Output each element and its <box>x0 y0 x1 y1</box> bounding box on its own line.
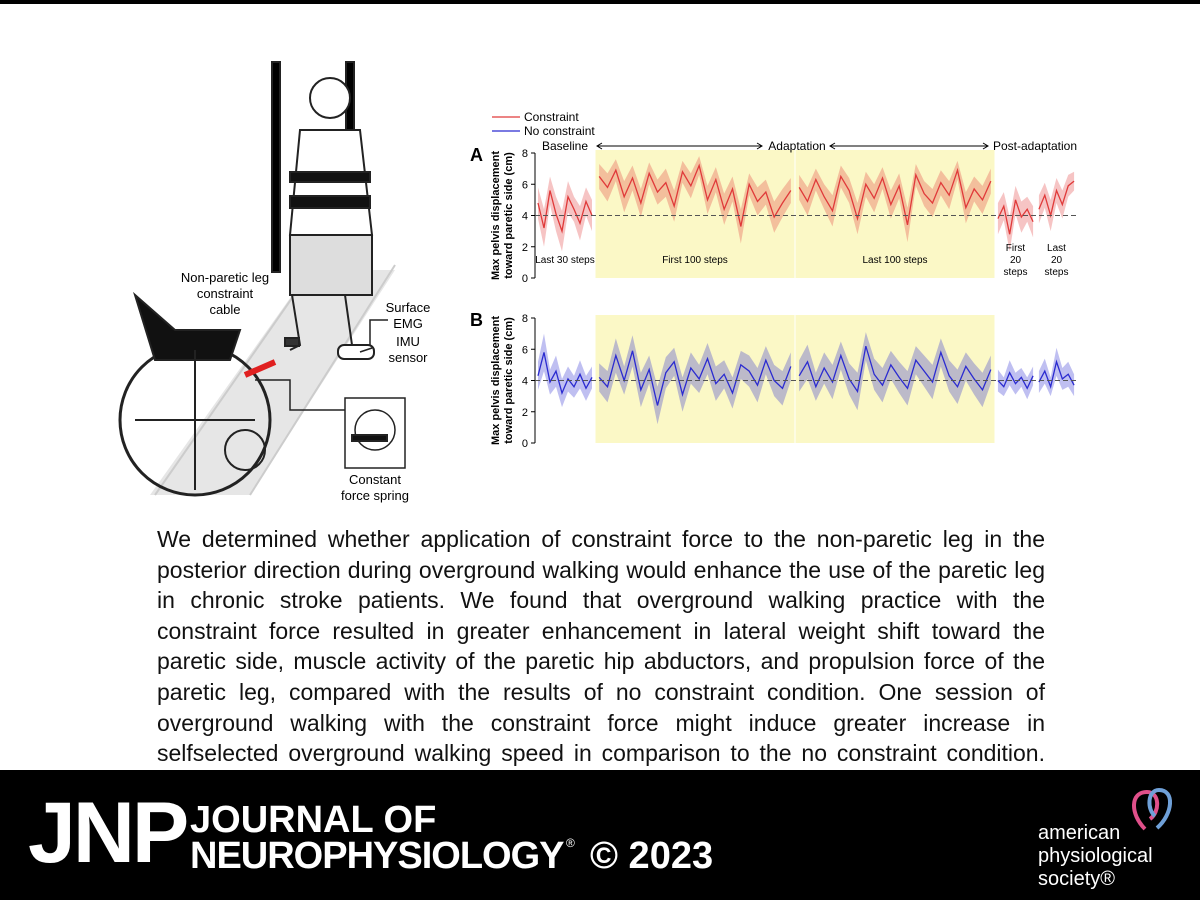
top-rule <box>0 0 1200 4</box>
series-line <box>997 199 1034 235</box>
annotation: Non-paretic leg <box>181 270 269 285</box>
error-band <box>799 160 991 243</box>
y-tick-label: 0 <box>522 273 528 285</box>
series-line <box>798 345 992 394</box>
error-band <box>538 333 592 408</box>
series-line <box>537 352 593 395</box>
series-line <box>598 350 792 406</box>
segment-label: 20 <box>1010 255 1022 266</box>
annotation: cable <box>209 302 240 317</box>
series-line <box>798 167 992 226</box>
panel-label: B <box>470 310 483 330</box>
error-band <box>1038 347 1075 397</box>
phase-label: Adaptation <box>768 139 825 153</box>
series-line <box>598 163 792 227</box>
segment-label: Last <box>1047 243 1066 254</box>
phase-label: Post-adaptation <box>993 139 1077 153</box>
y-axis-label: toward paretic side (cm) <box>503 317 515 444</box>
segment-label: First <box>1006 243 1026 254</box>
series-line <box>997 371 1034 390</box>
phase-label: Baseline <box>542 139 588 153</box>
panel-label: A <box>470 145 483 165</box>
series-line <box>1038 359 1075 389</box>
annotation: force spring <box>341 488 409 503</box>
publisher: american physiological society® <box>1038 822 1153 891</box>
publisher-line: society® <box>1038 868 1115 890</box>
annotation: Surface <box>386 300 431 315</box>
segment-label: 20 <box>1051 255 1063 266</box>
error-band <box>1038 171 1075 232</box>
illustration <box>118 61 406 497</box>
annotation: Constant <box>349 472 401 487</box>
legend-label: No constraint <box>524 124 595 138</box>
y-axis-label: Max pelvis displacement <box>490 151 502 280</box>
error-band <box>599 156 791 244</box>
y-tick-label: 4 <box>522 376 528 388</box>
highlight <box>595 150 795 278</box>
segment-label: steps <box>1004 267 1028 278</box>
highlight <box>595 315 795 443</box>
y-tick-label: 6 <box>522 344 528 356</box>
journal-name: NEUROPHYSIOLOGY <box>190 835 564 877</box>
segment-label: steps <box>1045 267 1069 278</box>
arrow-head <box>596 142 763 150</box>
arrow-head <box>829 142 989 150</box>
journal-short: JNP <box>28 785 189 881</box>
annotation: constraint <box>197 286 254 301</box>
y-tick-label: 8 <box>522 148 528 160</box>
annotation: EMG <box>393 316 423 331</box>
segment-label: Last 100 steps <box>862 255 927 266</box>
segment-label: First 100 steps <box>662 255 728 266</box>
error-band <box>599 335 791 425</box>
y-tick-label: 0 <box>522 438 528 450</box>
y-tick-label: 6 <box>522 179 528 191</box>
legend-label: Constraint <box>524 110 579 124</box>
figure: Non-paretic leg constraint cable Surface… <box>118 61 1077 503</box>
copyright: © 2023 <box>590 835 714 877</box>
abstract: We determined whether application of con… <box>157 526 1045 767</box>
annotation: IMU <box>396 334 420 349</box>
series-line <box>1038 180 1075 219</box>
highlight <box>795 150 995 278</box>
publisher-line: american <box>1038 822 1121 844</box>
registered: ® <box>566 836 575 850</box>
annotation: sensor <box>388 350 428 365</box>
series-line <box>537 190 593 234</box>
journal-name: JOURNAL OF <box>190 799 437 841</box>
y-tick-label: 4 <box>522 211 528 223</box>
y-tick-label: 2 <box>522 242 528 254</box>
y-tick-label: 2 <box>522 407 528 419</box>
y-axis-label: Max pelvis displacement <box>490 316 502 445</box>
error-band <box>997 185 1034 252</box>
publisher-logo <box>1132 787 1172 831</box>
y-tick-label: 8 <box>522 313 528 325</box>
segment-label: Last 30 steps <box>535 255 594 266</box>
y-axis-label: toward paretic side (cm) <box>503 152 515 279</box>
footer: JNP JOURNAL OF NEUROPHYSIOLOGY ® © 2023 … <box>0 770 1200 900</box>
publisher-line: physiological <box>1038 845 1153 867</box>
error-band <box>997 360 1034 400</box>
annotations: Non-paretic leg constraint cable Surface… <box>181 270 430 503</box>
